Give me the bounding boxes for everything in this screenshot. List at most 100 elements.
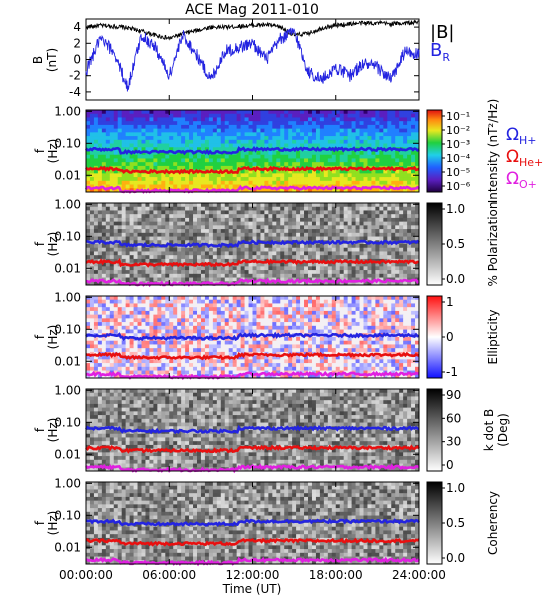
heatmap-cell — [260, 158, 265, 163]
colorbar-tick-label: 10⁻³ — [446, 138, 470, 151]
heatmap-cell — [101, 217, 107, 222]
heatmap-cell — [121, 117, 126, 122]
heatmap-cell — [304, 143, 309, 148]
heatmap-cell — [256, 158, 261, 163]
heatmap-cell — [216, 318, 222, 323]
heatmap-cell — [292, 128, 297, 133]
heatmap-cell — [216, 184, 222, 189]
heatmap-cell — [296, 113, 301, 118]
heatmap-cell — [379, 236, 384, 241]
heatmap-cell — [145, 258, 150, 263]
heatmap-cell — [399, 255, 404, 260]
heatmap-cell — [296, 136, 301, 141]
heatmap-cell — [232, 255, 237, 260]
heatmap-cell — [157, 136, 162, 141]
heatmap-cell — [153, 121, 158, 126]
heatmap-cell — [284, 262, 289, 267]
heatmap-cell — [280, 139, 285, 144]
heatmap-cell — [311, 113, 317, 118]
heatmap-cell — [411, 188, 416, 193]
heatmap-cell — [125, 139, 130, 144]
heatmap-cell — [399, 143, 404, 148]
heatmap-cell — [335, 113, 341, 118]
heatmap-cell — [327, 270, 333, 275]
heatmap-cell — [288, 344, 293, 349]
heatmap-cell — [292, 325, 297, 330]
heatmap-cell — [169, 229, 174, 234]
heatmap-cell — [240, 113, 245, 118]
heatmap-cell — [129, 139, 134, 144]
heatmap-cell — [177, 206, 182, 211]
heatmap-cell — [121, 221, 126, 226]
heatmap-cell — [280, 344, 285, 349]
heatmap-cell — [145, 132, 150, 137]
heatmap-cell — [101, 158, 107, 163]
heatmap-cell — [415, 165, 420, 170]
heatmap-cell — [216, 325, 222, 330]
heatmap-cell — [101, 247, 107, 252]
heatmap-cell — [193, 124, 198, 129]
heatmap-cell — [173, 236, 178, 241]
heatmap-cell — [379, 180, 384, 185]
heatmap-cell — [387, 232, 392, 237]
heatmap-cell — [288, 177, 293, 182]
heatmap-cell — [244, 173, 249, 178]
heatmap-cell — [177, 217, 182, 222]
heatmap-cell — [288, 121, 293, 126]
heatmap-cell — [109, 128, 115, 133]
heatmap-cell — [97, 214, 103, 219]
heatmap-cell — [319, 277, 325, 282]
heatmap-cell — [276, 262, 281, 267]
heatmap-cell — [347, 132, 352, 137]
heatmap-cell — [236, 325, 241, 330]
heatmap-cell — [248, 337, 253, 342]
heatmap-cell — [379, 262, 384, 267]
heatmap-cell — [89, 251, 95, 256]
heatmap-cell — [359, 303, 364, 308]
heatmap-cell — [208, 124, 214, 129]
heatmap-cell — [117, 247, 122, 252]
heatmap-cell — [371, 132, 376, 137]
heatmap-cell — [105, 177, 111, 182]
heatmap-cell — [121, 229, 126, 234]
heatmap-cell — [284, 188, 289, 193]
heatmap-cell — [129, 337, 134, 342]
heatmap-cell — [331, 266, 337, 271]
heatmap-cell — [208, 251, 214, 256]
heatmap-cell — [355, 203, 360, 208]
heatmap-cell — [197, 221, 202, 226]
heatmap-cell — [181, 258, 186, 263]
heatmap-cell — [181, 139, 186, 144]
heatmap-cell — [181, 340, 186, 345]
heatmap-cell — [232, 124, 237, 129]
heatmap-cell — [276, 177, 281, 182]
heatmap-cell — [300, 158, 305, 163]
heatmap-cell — [153, 184, 158, 189]
heatmap-cell — [391, 206, 396, 211]
heatmap-cell — [137, 184, 142, 189]
heatmap-cell — [391, 266, 396, 271]
heatmap-cell — [105, 232, 111, 237]
heatmap-cell — [252, 203, 257, 208]
heatmap-cell — [117, 273, 122, 278]
heatmap-cell — [319, 322, 325, 327]
heatmap-cell — [300, 162, 305, 167]
heatmap-cell — [280, 314, 285, 319]
heatmap-cell — [200, 251, 206, 256]
heatmap-cell — [244, 121, 249, 126]
heatmap-cell — [280, 206, 285, 211]
heatmap-cell — [157, 299, 162, 304]
heatmap-cell — [86, 154, 91, 159]
heatmap-cell — [177, 240, 182, 245]
colorbar — [426, 109, 443, 193]
heatmap-cell — [371, 188, 376, 193]
heatmap-cell — [260, 124, 265, 129]
heatmap-cell — [292, 162, 297, 167]
heatmap-cell — [304, 344, 309, 349]
heatmap-cell — [395, 206, 400, 211]
heatmap-cell — [137, 247, 142, 252]
heatmap-cell — [391, 255, 396, 260]
heatmap-cell — [185, 221, 190, 226]
heatmap-cell — [280, 255, 285, 260]
